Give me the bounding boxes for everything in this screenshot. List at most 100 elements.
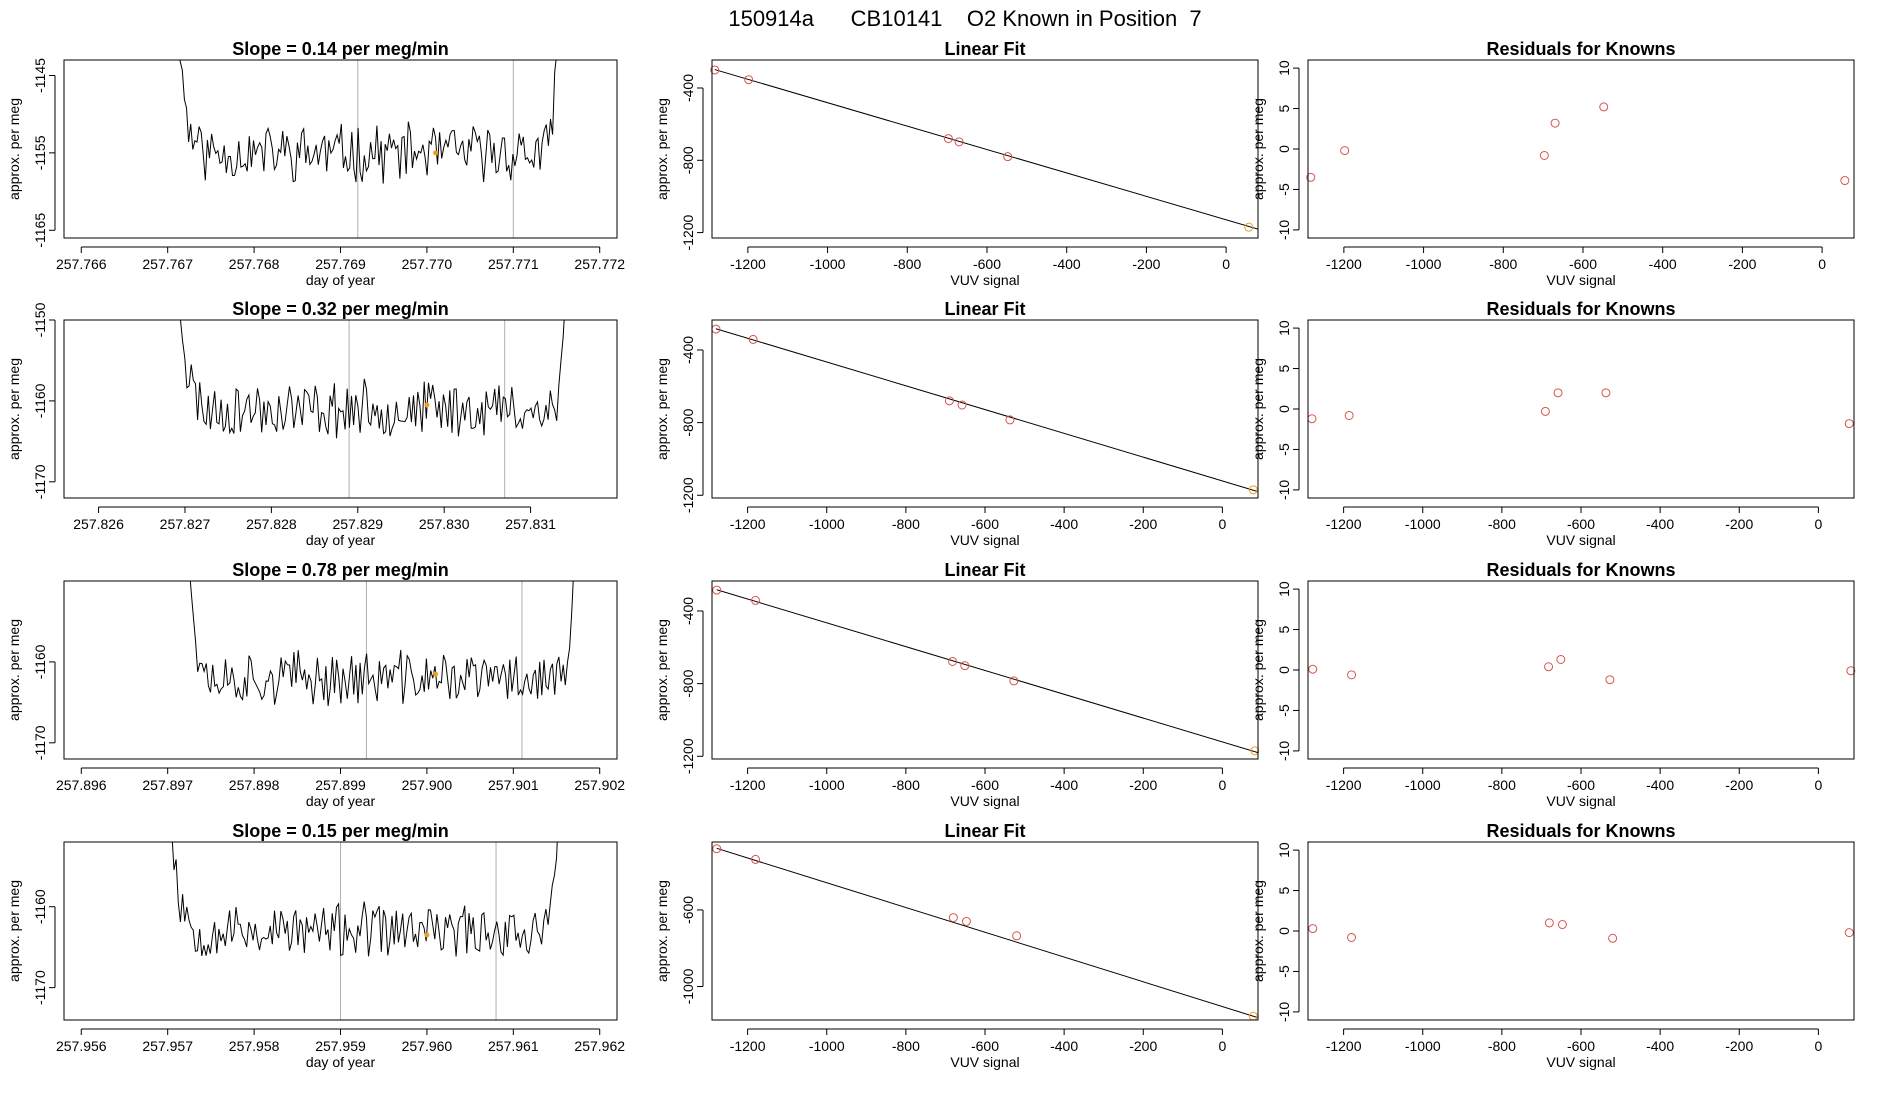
data-point [1306,172,1316,182]
data-point [1005,415,1015,425]
data-point [1250,746,1260,756]
data-point [1347,932,1357,942]
highlight-point [424,932,430,938]
x-tick-label: -1200 [730,1038,766,1054]
x-tick-label: 257.956 [56,1038,107,1054]
data-point [1307,414,1317,424]
x-axis-label: VUV signal [950,793,1019,809]
data-line [179,60,557,184]
data-line [189,581,574,707]
y-tick-label: 0 [1276,145,1292,153]
data-point [1601,388,1611,398]
data-point [1308,924,1318,934]
x-tick-label: 257.958 [229,1038,280,1054]
data-point [712,585,722,595]
plot-frame [711,580,1259,760]
y-tick-label: -400 [680,597,696,625]
data-point [1003,152,1013,162]
data-point [943,134,953,144]
y-tick-label: -10 [1276,1002,1292,1022]
data-point [1553,388,1563,398]
x-tick-label: -600 [1567,1038,1595,1054]
x-tick-label: -800 [1488,516,1516,532]
x-tick-label: -1000 [1406,256,1442,272]
x-axis-label: day of year [306,793,376,809]
x-tick-label: -800 [892,777,920,793]
x-tick-label: -600 [971,777,999,793]
y-axis-label: approx. per meg [654,619,670,721]
data-point [948,913,958,923]
y-tick-label: 5 [1276,104,1292,112]
y-tick-label: -5 [1276,443,1292,456]
panel-line: Slope = 0.14 per meg/min 257.766 257.767 25… [6,39,625,288]
x-tick-label: 0 [1818,256,1826,272]
x-tick-label: -400 [1053,256,1081,272]
y-axis-label: approx. per meg [6,98,22,200]
plot-frame [1307,59,1855,239]
x-tick-label: -1000 [1405,777,1441,793]
y-tick-label: -5 [1276,183,1292,196]
x-axis-label: VUV signal [1546,532,1615,548]
plot-frame [63,841,618,1021]
y-tick-label: -1160 [32,889,48,924]
y-tick-label: -5 [1276,704,1292,717]
x-tick-label: 0 [1814,1038,1822,1054]
x-tick-label: -600 [971,1038,999,1054]
x-tick-label: -600 [1569,256,1597,272]
x-axis-label: VUV signal [950,1054,1019,1070]
y-tick-label: -800 [680,408,696,436]
data-point [960,661,970,671]
x-tick-label: -200 [1725,516,1753,532]
x-tick-label: 257.766 [56,256,107,272]
data-point [710,65,720,75]
x-tick-label: 257.831 [505,516,556,532]
panel-scatter: Linear Fit -1200 -1000 -800 -600 -400 -200 0 VUV… [654,299,1259,548]
x-tick-label: -1200 [730,516,766,532]
panel-title: Slope = 0.15 per meg/min [232,821,449,841]
y-tick-label: -600 [680,896,696,924]
x-tick-label: -800 [893,256,921,272]
data-point [954,137,964,147]
data-point [744,75,754,85]
data-line [171,842,558,957]
x-tick-label: -200 [1725,1038,1753,1054]
data-point [1344,410,1354,420]
x-tick-label: -400 [1646,1038,1674,1054]
x-tick-label: -1200 [1326,1038,1362,1054]
panel-scatter: Residuals for Knowns-1200 -1000 -800 -600 -4… [1250,560,1856,809]
x-tick-label: -1200 [1326,777,1362,793]
data-point [1540,406,1550,416]
x-tick-label: 257.902 [574,777,625,793]
panel-scatter: Linear Fit -1200 -1000 -800 -600 -400 -200 0 VUV… [654,560,1260,809]
x-tick-label: -600 [1567,777,1595,793]
panel-title: Residuals for Knowns [1486,299,1675,319]
data-point [948,656,958,666]
panel-scatter: Linear Fit -1200 -1000 -800 -600 -400 -200 0 VUV… [654,39,1259,288]
x-tick-label: -200 [1728,256,1756,272]
x-tick-label: 257.896 [56,777,107,793]
data-point [1844,419,1854,429]
plot-frame [711,59,1259,239]
highlight-point [424,402,430,408]
x-tick-label: -600 [1567,516,1595,532]
panel-title: Linear Fit [944,821,1025,841]
y-axis-label: approx. per meg [654,358,670,460]
panel-line: Slope = 0.78 per meg/min 257.896 257.897 25… [6,560,625,809]
y-tick-label: 5 [1276,625,1292,633]
y-axis-label: approx. per meg [1250,98,1266,200]
panel-title: Residuals for Knowns [1486,821,1675,841]
x-tick-label: -1000 [1405,516,1441,532]
y-tick-label: -10 [1276,480,1292,500]
y-tick-label: -800 [680,669,696,697]
x-tick-label: -200 [1132,256,1160,272]
plot-frame [63,580,618,760]
y-tick-label: -1200 [680,214,696,250]
figure-title: 150914a CB10141 O2 Known in Position 7 [728,6,1201,31]
data-point [751,595,761,605]
x-tick-label: 257.769 [315,256,366,272]
panel-scatter: Residuals for Knowns-1200 -1000 -800 -600 -4… [1250,821,1855,1070]
y-tick-label: -400 [680,74,696,102]
x-tick-label: -400 [1649,256,1677,272]
x-tick-label: -800 [892,1038,920,1054]
